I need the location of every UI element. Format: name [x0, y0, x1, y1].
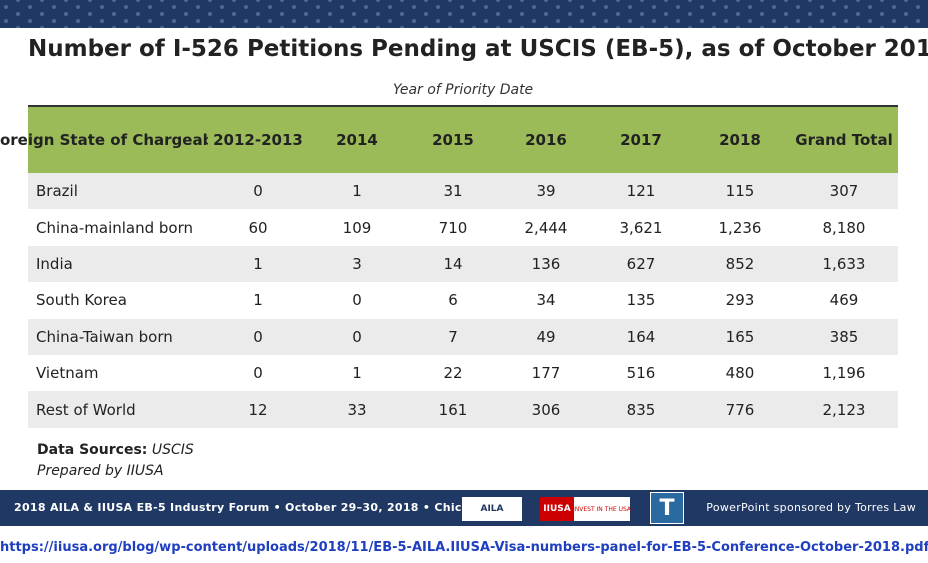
cell: 121: [626, 182, 656, 201]
row: [28, 209, 898, 246]
cell: 307: [829, 182, 859, 201]
column-header: 2018: [690, 107, 790, 173]
cell: 3: [352, 254, 362, 273]
cell: 852: [725, 254, 755, 273]
cell: 136: [531, 254, 561, 273]
row: [28, 355, 898, 392]
cell: 164: [626, 327, 656, 346]
cell: 0: [253, 182, 263, 201]
subtitle: Year of Priority Date: [392, 82, 534, 98]
column-header: Grand Total: [790, 107, 898, 173]
row-label: Brazil: [36, 182, 78, 201]
cell: 109: [342, 218, 372, 237]
cell: 8,180: [822, 218, 866, 237]
row-label: China-mainland born: [36, 218, 194, 237]
top-band: [0, 0, 928, 28]
cell: 60: [248, 218, 268, 237]
cell: 385: [829, 327, 859, 346]
row-label: Vietnam: [36, 364, 99, 383]
cell: 306: [531, 400, 561, 419]
cell: 39: [536, 182, 556, 201]
logo-aila: AILA: [462, 497, 522, 521]
row: [28, 173, 898, 210]
cell: 776: [725, 400, 755, 419]
column-header: 2015: [406, 107, 500, 173]
column-header: Foreign State of Chargeability: [0, 107, 246, 173]
cell: 49: [536, 327, 556, 346]
cell: 165: [725, 327, 755, 346]
sources-label: Data Sources:: [37, 442, 148, 458]
cell: 469: [829, 291, 859, 310]
cell: 33: [347, 400, 367, 419]
row-label: South Korea: [36, 291, 127, 310]
cell: 1,236: [718, 218, 762, 237]
cell: 34: [536, 291, 556, 310]
title: Number of I-526 Petitions Pending at USC…: [28, 36, 928, 62]
notes: Data Sources: USCIS Prepared by IIUSA: [37, 440, 194, 482]
cell: 7: [448, 327, 458, 346]
event-text: 2018 AILA & IIUSA EB-5 Industry Forum • …: [14, 501, 486, 514]
cell: 12: [248, 400, 268, 419]
table: Foreign State of Chargeability 2012-2013 2…: [0, 105, 898, 428]
cell: 627: [626, 254, 656, 273]
logo-torres: T: [650, 492, 684, 524]
cell: 161: [438, 400, 468, 419]
row-label: China-Taiwan born: [36, 327, 173, 346]
sources-line: Data Sources: USCIS: [37, 440, 194, 461]
row: [28, 391, 898, 428]
sources: USCIS: [151, 442, 194, 458]
cell: 6: [448, 291, 458, 310]
cell: 293: [725, 291, 755, 310]
cell: 1: [253, 254, 263, 273]
cell: 1: [253, 291, 263, 310]
cell: 2,123: [822, 400, 866, 419]
row: [28, 282, 898, 319]
cell: 0: [253, 364, 263, 383]
cell: 1: [352, 364, 362, 383]
cell: 22: [443, 364, 463, 383]
row-label: India: [36, 254, 73, 273]
row: [28, 318, 898, 355]
sponsor-text: PowerPoint sponsored by Torres Law: [706, 501, 916, 514]
cell: 3,621: [619, 218, 663, 237]
star-pattern: [0, 0, 928, 28]
column-header: 2016: [500, 107, 592, 173]
cell: 0: [352, 327, 362, 346]
cell: 710: [438, 218, 468, 237]
cell: 135: [626, 291, 656, 310]
cell: 0: [253, 327, 263, 346]
prepared: Prepared by IIUSA: [37, 463, 164, 479]
cell: 31: [443, 182, 463, 201]
logo-invest: INVEST IN THE USA: [573, 497, 631, 521]
column-header: 2012-2013: [208, 107, 308, 173]
column-header: 2014: [308, 107, 406, 173]
cell: 1,196: [822, 364, 866, 383]
source-url: https://iiusa.org/blog/wp-content/upload…: [0, 540, 928, 555]
cell: 516: [626, 364, 656, 383]
cell: 480: [725, 364, 755, 383]
cell: 0: [352, 291, 362, 310]
cell: 1: [352, 182, 362, 201]
column-header: 2017: [592, 107, 690, 173]
cell: 835: [626, 400, 656, 419]
row: [28, 245, 898, 283]
logo-iiusa: IIUSA: [540, 497, 574, 521]
cell: 177: [531, 364, 561, 383]
cell: 1,633: [822, 254, 866, 273]
cell: 115: [725, 182, 755, 201]
cell: 14: [443, 254, 463, 273]
row-label: Rest of World: [36, 400, 136, 419]
cell: 2,444: [524, 218, 568, 237]
